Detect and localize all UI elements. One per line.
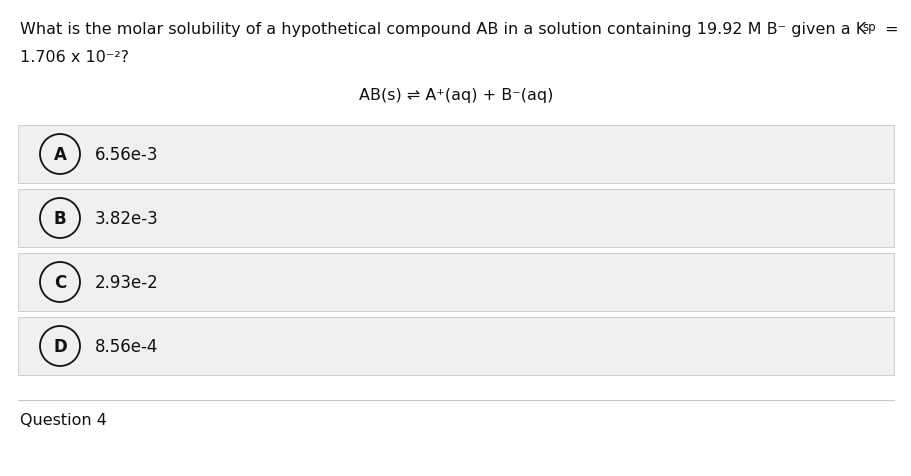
Text: Question 4: Question 4 [20, 412, 107, 427]
Text: D: D [53, 337, 67, 355]
Text: 3.82e-3: 3.82e-3 [95, 209, 159, 228]
Text: 8.56e-4: 8.56e-4 [95, 337, 159, 355]
Text: sp: sp [861, 21, 875, 34]
FancyBboxPatch shape [18, 317, 893, 375]
FancyBboxPatch shape [18, 126, 893, 184]
Text: =: = [879, 22, 897, 37]
FancyBboxPatch shape [18, 253, 893, 311]
Text: 6.56e-3: 6.56e-3 [95, 146, 159, 164]
Text: 2.93e-2: 2.93e-2 [95, 273, 159, 291]
FancyBboxPatch shape [18, 189, 893, 248]
Text: What is the molar solubility of a hypothetical compound AB in a solution contain: What is the molar solubility of a hypoth… [20, 22, 865, 37]
Text: B: B [54, 209, 67, 228]
Text: AB(s) ⇌ A⁺(aq) + B⁻(aq): AB(s) ⇌ A⁺(aq) + B⁻(aq) [358, 88, 553, 103]
Text: C: C [54, 273, 67, 291]
Text: A: A [54, 146, 67, 164]
Text: 1.706 x 10⁻²?: 1.706 x 10⁻²? [20, 50, 128, 65]
